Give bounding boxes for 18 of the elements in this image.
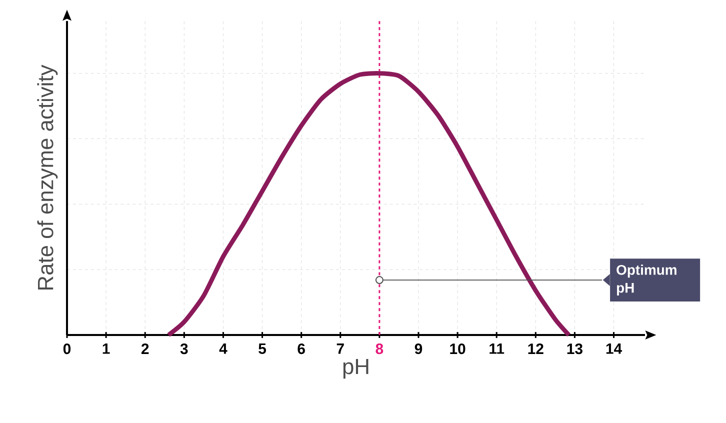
x-tick-label: 12 [528,344,544,354]
x-tick-label: 0 [63,344,71,354]
x-tick-label: 7 [336,344,344,354]
x-tick-label: 4 [219,344,228,354]
x-axis-title: pH [343,358,368,379]
x-tick-label: 8 [376,344,384,354]
x-tick-label: 14 [606,344,622,354]
x-tick-label: 11 [490,344,504,354]
x-tick-label: 6 [298,344,305,354]
x-tick-label: 9 [414,344,422,354]
annotation: Optimum pH [616,264,676,296]
y-axis-title: Rate of enzyme activity [37,64,58,290]
x-tick-label: 10 [450,344,466,354]
x-tick-label: 3 [180,344,188,354]
x-tick-label: 5 [258,344,266,354]
x-tick-label: 13 [567,344,582,354]
x-tick-label: 2 [141,344,149,354]
x-tick-label: 1 [102,344,110,354]
